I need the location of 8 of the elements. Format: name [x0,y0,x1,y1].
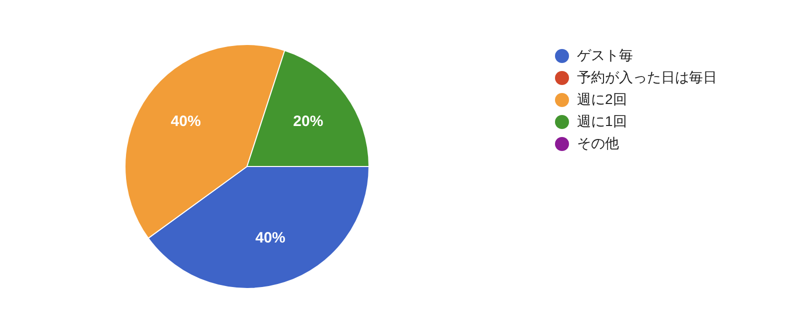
data-label: 40% [170,113,201,130]
legend-label: 週に1回 [577,113,627,131]
data-label: 40% [255,230,286,247]
legend-label: ゲスト毎 [577,47,633,65]
legend-label: 週に2回 [577,91,627,109]
data-label: 20% [293,113,324,130]
legend-label: 予約が入った日は毎日 [577,69,717,87]
legend-label: その他 [577,135,619,153]
